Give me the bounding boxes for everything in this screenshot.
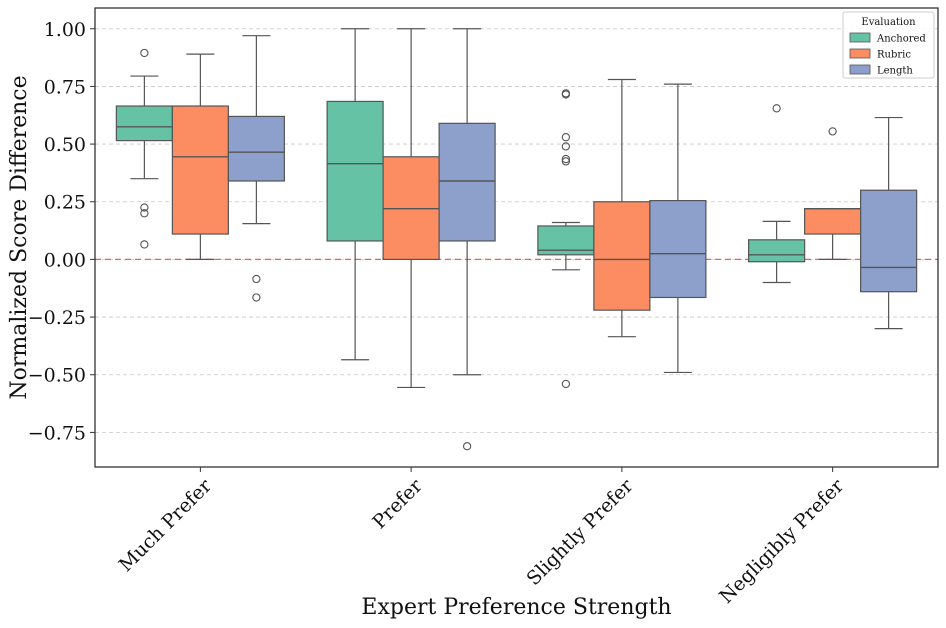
box-anchored (115, 48, 173, 249)
outlier-point (140, 203, 149, 212)
plot-frame (94, 7, 939, 468)
outlier-point (561, 142, 571, 151)
outlier-point (561, 154, 571, 164)
box-anchored (748, 104, 806, 284)
y-tick-label: 0.50 (44, 134, 86, 156)
outlier-point (772, 104, 781, 113)
legend-frame (842, 11, 935, 79)
y-tick-label: 0.25 (44, 192, 86, 214)
legend-label-anchored: Anchored (876, 34, 926, 45)
outlier-point (252, 293, 261, 302)
box-iqr (227, 115, 285, 182)
box-iqr (326, 100, 384, 242)
outlier-point (828, 127, 837, 136)
box-iqr (748, 239, 806, 263)
y-tick-label: 0.75 (44, 76, 86, 98)
box-iqr (115, 105, 173, 142)
x-axis-label: Expert Preference Strength (361, 595, 671, 620)
box-rubric (171, 53, 229, 261)
outlier-point (561, 133, 571, 142)
outlier-point (462, 442, 472, 451)
legend-swatch-length (849, 64, 871, 75)
y-tick-label: 1.00 (44, 19, 86, 41)
boxes-group (115, 28, 918, 451)
legend: Evaluation Anchored Rubric Length (842, 11, 935, 79)
outlier-point (140, 240, 149, 249)
outlier-point (140, 209, 149, 218)
box-rubric (382, 28, 440, 389)
box-rubric (593, 78, 651, 338)
legend-swatch-anchored (849, 32, 871, 43)
box-iqr (438, 122, 496, 242)
legend-label-rubric: Rubric (877, 50, 911, 61)
box-anchored (326, 28, 384, 361)
box-iqr (649, 199, 707, 299)
box-iqr (860, 189, 918, 293)
box-length (649, 83, 707, 374)
legend-swatch-rubric (849, 48, 871, 59)
x-tick-label: Negligibly Prefer (715, 474, 849, 608)
outlier-point (252, 274, 261, 284)
legend-label-length: Length (877, 66, 913, 77)
legend-title: Evaluation (861, 17, 916, 28)
y-tick-label: −0.25 (28, 307, 86, 329)
box-iqr (593, 201, 651, 311)
outlier-point (561, 90, 571, 99)
x-tick-label: Much Prefer (115, 474, 217, 576)
box-iqr (171, 105, 229, 235)
outlier-point (561, 379, 571, 389)
box-length (438, 28, 496, 451)
y-tick-label: 0.00 (44, 249, 86, 271)
x-tick-label: Prefer (368, 474, 427, 533)
y-tick-label: −0.50 (28, 365, 86, 387)
box-iqr (804, 208, 862, 235)
box-length (860, 116, 918, 330)
outlier-point (140, 48, 149, 58)
y-axis-label: Normalized Score Difference (7, 75, 32, 399)
x-tick-label: Slightly Prefer (522, 474, 638, 590)
y-tick-label: −0.75 (28, 422, 86, 444)
box-anchored (537, 89, 595, 389)
outlier-point (561, 157, 571, 166)
box-rubric (804, 127, 862, 261)
box-length (227, 35, 285, 302)
